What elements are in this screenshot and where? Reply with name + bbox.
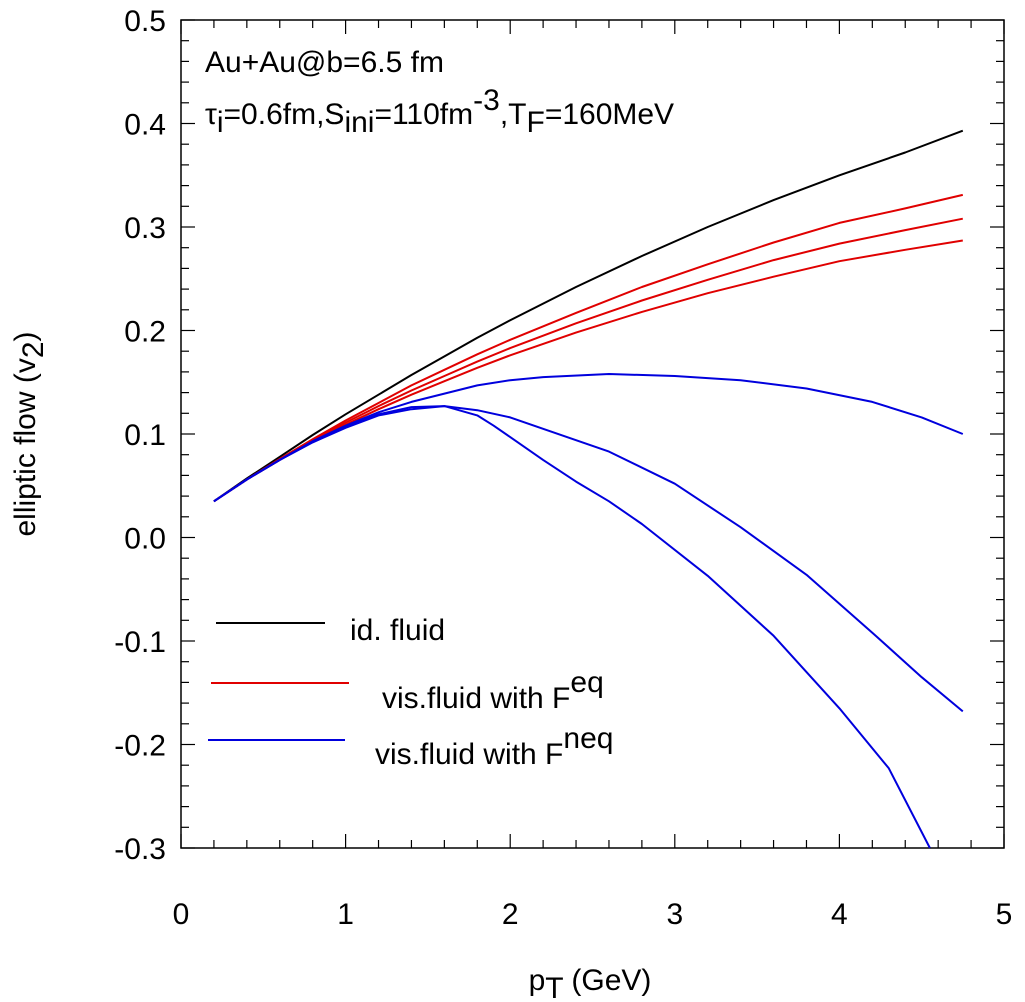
x-tick-label: 2 — [502, 898, 519, 931]
annotation-line-1: Au+Au@b=6.5 fm — [205, 46, 444, 79]
series-line-4 — [213, 239, 963, 503]
legend: id. fluid vis.fluid with Feq vis.fluid w… — [208, 614, 613, 771]
annotation-s-sub: ini — [344, 106, 374, 139]
x-axis-title-main: p — [529, 964, 546, 997]
y-tick-label: -0.2 — [114, 730, 166, 763]
legend-label-neq-sup: neq — [563, 722, 613, 755]
axis-ticks — [180, 19, 1005, 849]
series-line-5 — [213, 373, 964, 503]
annotation-part2: =110fm — [374, 98, 473, 131]
x-axis-title-sub: T — [545, 972, 563, 1002]
y-tick-label: -0.3 — [114, 833, 166, 866]
x-tick-label: 4 — [831, 898, 848, 931]
x-axis-title: pT (GeV) — [529, 964, 652, 1002]
legend-label-id-fluid-main: id. fluid — [350, 614, 445, 647]
legend-label-eq: vis.fluid with Feq — [382, 666, 604, 715]
annotation-tau-sub: i — [217, 106, 224, 139]
series-line-1 — [213, 129, 964, 503]
annotation-part3: ,T — [500, 98, 527, 131]
y-tick-label: 0.1 — [124, 419, 166, 452]
annotation-tau: τ — [205, 98, 217, 131]
x-tick-label: 3 — [666, 898, 683, 931]
series-line-7 — [213, 405, 931, 849]
series-group — [213, 129, 964, 849]
legend-label-neq: vis.fluid with Fneq — [375, 722, 613, 771]
tick-labels: 0 1 2 3 4 5 -0.3 -0.2 -0.1 0.0 0.1 0.2 0.3 0.4 0.5 — [114, 5, 1012, 931]
y-axis-title-close: ) — [9, 331, 42, 341]
legend-label-id-fluid: id. fluid — [350, 614, 445, 647]
annotation-part1: =0.6fm,S — [224, 98, 345, 131]
x-axis-title-unit: (GeV) — [563, 964, 651, 997]
y-tick-label: 0.3 — [124, 212, 166, 245]
y-axis-title-main: elliptic flow (v — [9, 358, 42, 536]
annotation-line-2: τi=0.6fm,Sini=110fm-3,TF=160MeV — [205, 84, 674, 139]
annotation-part4: =160MeV — [545, 98, 674, 131]
series-line-3 — [213, 217, 963, 503]
annotation-t-sub: F — [526, 106, 544, 139]
y-tick-label: 0.2 — [124, 316, 166, 349]
annotation-exponent: -3 — [473, 84, 500, 117]
y-axis-title-sub: 2 — [17, 341, 50, 358]
y-tick-label: 0.5 — [124, 5, 166, 38]
y-tick-label: -0.1 — [114, 626, 166, 659]
x-tick-label: 1 — [337, 898, 354, 931]
legend-label-eq-sup: eq — [570, 666, 603, 699]
legend-label-neq-main: vis.fluid with F — [375, 738, 563, 771]
x-tick-label: 0 — [173, 898, 190, 931]
legend-label-eq-main: vis.fluid with F — [382, 682, 570, 715]
y-axis-title: elliptic flow (v2) — [9, 331, 50, 536]
y-tick-label: 0.4 — [124, 109, 166, 142]
x-tick-label: 5 — [996, 898, 1013, 931]
y-tick-label: 0.0 — [124, 523, 166, 556]
